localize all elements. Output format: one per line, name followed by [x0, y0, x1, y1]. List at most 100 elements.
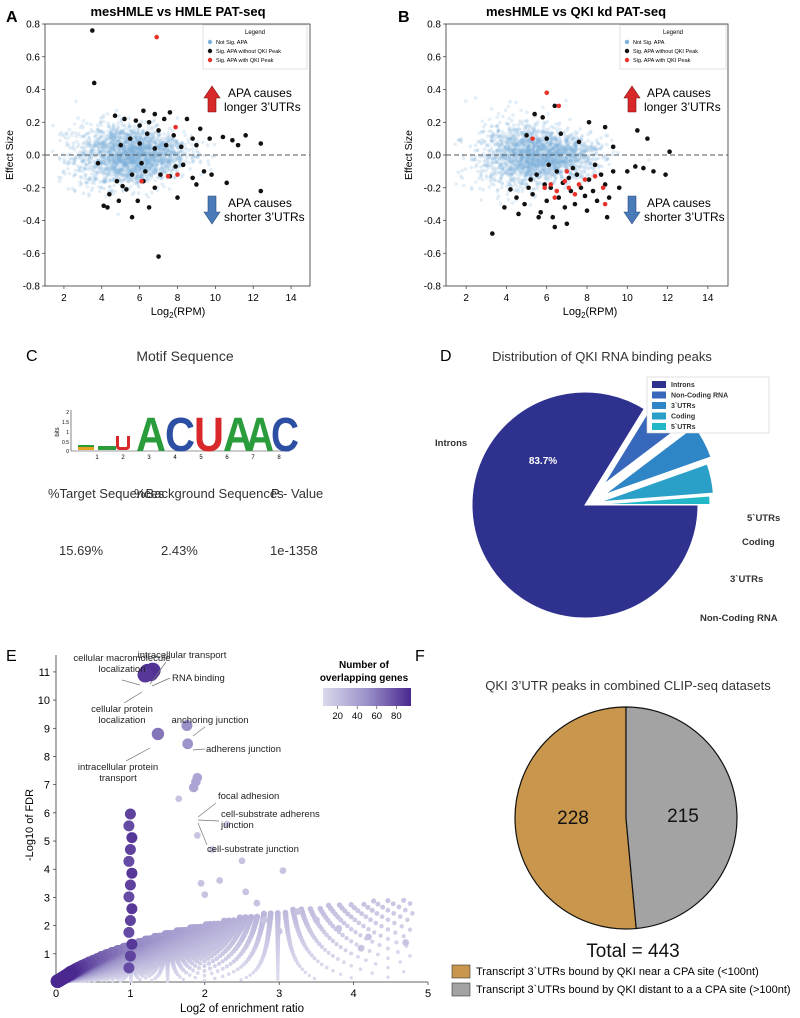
scatter-point-not-sig [111, 155, 116, 159]
scatter-point-not-sig [85, 185, 90, 189]
scatter-point-not-sig [147, 165, 151, 170]
enrichment-point [405, 917, 410, 923]
scatter-point-not-sig [98, 120, 103, 125]
scatter-point-not-sig [144, 151, 148, 155]
scatter-point-not-sig [87, 177, 91, 182]
scatter-point-not-sig [135, 158, 140, 162]
scatter-point-not-sig [179, 175, 184, 179]
scatter-point-not-sig [143, 165, 148, 169]
scatter-point-not-sig [141, 130, 146, 135]
scatter-point-not-sig [506, 173, 510, 177]
scatter-point-not-sig [121, 137, 125, 142]
legend-marker-sig-no-qki [207, 48, 213, 54]
scatter-point-not-sig [154, 157, 158, 162]
scatter-point-not-sig [168, 151, 173, 155]
scatter-point-not-sig [569, 145, 573, 149]
scatter-point-not-sig [469, 165, 474, 170]
scatter-point-not-sig [163, 156, 168, 161]
scatter-point-not-sig [137, 150, 142, 154]
panel-b-letter: B [398, 9, 410, 26]
scatter-point-not-sig [120, 161, 124, 165]
scatter-point-not-sig [144, 145, 148, 150]
y-tick-label: 0.0 [427, 151, 441, 162]
scatter-point-not-sig [153, 139, 158, 144]
scatter-point-not-sig [559, 172, 563, 176]
scatter-point-not-sig [101, 155, 105, 159]
scatter-point-not-sig [101, 146, 105, 151]
scatter-point-not-sig [131, 160, 135, 165]
scatter-point-not-sig [134, 177, 138, 181]
scatter-point-not-sig [153, 131, 157, 135]
scatter-point-not-sig [144, 138, 149, 143]
scatter-point-not-sig [503, 108, 508, 112]
scatter-point-not-sig [140, 175, 144, 179]
scatter-point-not-sig [109, 173, 113, 178]
scatter-point-not-sig [169, 143, 174, 148]
scatter-point-not-sig [162, 153, 167, 157]
scatter-point-not-sig [73, 172, 78, 176]
scatter-point-not-sig [190, 142, 194, 147]
scatter-point-not-sig [68, 152, 73, 157]
scatter-point-not-sig [82, 141, 87, 145]
scatter-point-not-sig [134, 146, 139, 150]
scatter-point-not-sig [158, 140, 162, 145]
scatter-point-not-sig [162, 167, 166, 171]
scatter-point-not-sig [128, 158, 132, 162]
scatter-point-not-sig [132, 165, 136, 170]
scatter-point-not-sig [160, 161, 164, 165]
scatter-point-not-sig [541, 163, 546, 167]
scatter-point-not-sig [166, 148, 171, 153]
scatter-point-not-sig [190, 147, 195, 151]
scatter-point-not-sig [138, 147, 143, 151]
scatter-point-sig-no-qki [116, 198, 122, 204]
scatter-point-not-sig [537, 176, 542, 180]
scatter-point-not-sig [87, 161, 92, 165]
enrichment-point [220, 974, 225, 979]
scatter-point-not-sig [102, 180, 106, 185]
scatter-point-not-sig [483, 122, 488, 127]
scatter-point-not-sig [168, 169, 173, 173]
scatter-point-not-sig [183, 133, 187, 138]
scatter-point-not-sig [140, 131, 145, 136]
scatter-point-not-sig [476, 169, 480, 174]
y-tick-label: 1 [44, 949, 50, 961]
scatter-point-not-sig [498, 138, 503, 143]
scatter-point-not-sig [116, 139, 121, 144]
scatter-point-not-sig [177, 149, 181, 154]
scatter-point-not-sig [184, 159, 188, 163]
scatter-point-not-sig [188, 167, 192, 171]
scatter-point-not-sig [81, 159, 85, 164]
enrichment-point [378, 933, 383, 938]
scatter-point-not-sig [134, 149, 138, 154]
scatter-point-not-sig [101, 119, 106, 124]
scatter-point-not-sig [147, 159, 152, 163]
enrichment-point [401, 970, 406, 974]
scatter-point-not-sig [556, 161, 560, 165]
scatter-point-not-sig [514, 137, 519, 141]
scatter-point-sig-no-qki [508, 187, 513, 192]
scatter-point-not-sig [130, 145, 134, 150]
scatter-point-not-sig [110, 160, 115, 165]
scatter-point-not-sig [124, 174, 129, 178]
scatter-point-not-sig [210, 154, 214, 159]
scatter-point-sig-no-qki [190, 136, 195, 141]
scatter-point-not-sig [96, 127, 100, 131]
panel-b-legend-title: Legend [663, 30, 683, 36]
y-tick-label: -0.2 [23, 183, 41, 194]
scatter-point-not-sig [125, 150, 129, 154]
scatter-point-not-sig [513, 181, 517, 186]
scatter-point-not-sig [94, 142, 98, 147]
scatter-point-not-sig [479, 174, 484, 179]
scatter-point-not-sig [117, 156, 122, 160]
scatter-point-not-sig [167, 187, 172, 191]
scatter-point-not-sig [490, 161, 494, 165]
scatter-point-not-sig [503, 162, 508, 166]
scatter-point-not-sig [73, 173, 77, 177]
scatter-point-not-sig [131, 131, 135, 135]
scatter-point-not-sig [541, 126, 546, 130]
scatter-point-sig-qki [572, 192, 578, 197]
scatter-point-not-sig [532, 187, 536, 191]
y-tick-label: 9 [44, 723, 50, 735]
scatter-point-not-sig [114, 108, 119, 113]
scatter-point-not-sig [122, 162, 127, 167]
